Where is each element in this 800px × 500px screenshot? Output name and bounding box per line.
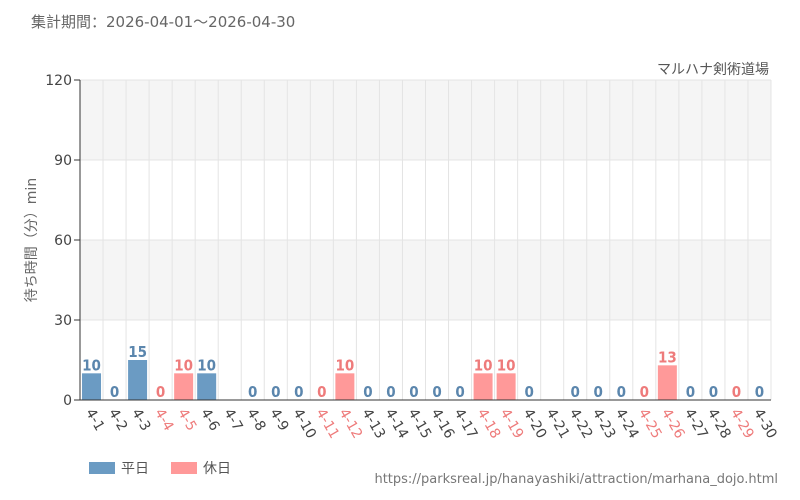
- x-tick-label: 4-16: [428, 406, 458, 442]
- value-label: 0: [709, 383, 718, 401]
- bar: [335, 373, 355, 400]
- y-axis-title: 待ち時間（分）min: [24, 178, 40, 302]
- x-tick-label: 4-24: [612, 406, 642, 442]
- legend-label-holiday: 休日: [203, 461, 231, 477]
- x-tick-label: 4-2: [105, 406, 130, 434]
- x-tick-label: 4-9: [266, 406, 291, 434]
- x-tick-label: 4-18: [474, 406, 504, 442]
- value-label: 15: [128, 343, 147, 361]
- value-label: 0: [248, 383, 257, 401]
- value-label: 0: [271, 383, 280, 401]
- value-label: 0: [686, 383, 695, 401]
- x-tick-label: 4-8: [243, 406, 268, 434]
- x-tick-label: 4-17: [451, 406, 481, 442]
- legend-item-holiday: 休日: [171, 458, 231, 478]
- x-tick-label: 4-13: [358, 406, 388, 442]
- value-label: 0: [432, 383, 441, 401]
- horizontal-gridlines: [80, 79, 771, 321]
- value-label: 0: [640, 383, 649, 401]
- x-tick-label: 4-27: [681, 406, 711, 442]
- value-label: 10: [474, 356, 493, 374]
- value-label: 10: [335, 356, 354, 374]
- legend-label-weekday: 平日: [121, 461, 149, 477]
- bar: [128, 360, 148, 400]
- value-label: 0: [110, 383, 119, 401]
- value-label: 0: [732, 383, 741, 401]
- x-tick-label: 4-22: [566, 406, 596, 442]
- x-tick-label: 4-7: [220, 406, 245, 434]
- value-label: 0: [386, 383, 395, 401]
- x-tick-label: 4-25: [635, 406, 665, 442]
- x-tick-label: 4-11: [312, 406, 342, 442]
- period-label: 集計期間：2026-04-01～2026-04-30: [31, 13, 296, 31]
- value-label: 0: [755, 383, 764, 401]
- bar: [82, 373, 102, 400]
- legend-swatch-holiday: [171, 462, 197, 474]
- value-label: 0: [617, 383, 626, 401]
- x-tick-label: 4-20: [520, 406, 550, 442]
- chart-title: マルハナ剣術道場: [657, 62, 769, 78]
- legend: 平日 休日: [89, 458, 253, 478]
- x-tick-label: 4-23: [589, 406, 619, 442]
- bar: [496, 373, 516, 400]
- x-tick-label: 4-28: [704, 406, 734, 442]
- bar: [657, 365, 677, 400]
- x-tick-label: 4-29: [727, 406, 757, 442]
- bar: [197, 373, 217, 400]
- x-tick-label: 4-4: [151, 406, 176, 434]
- x-tick-label: 4-30: [750, 406, 780, 442]
- value-label: 0: [317, 383, 326, 401]
- x-tick-label: 4-12: [335, 406, 365, 442]
- value-label: 0: [409, 383, 418, 401]
- y-axis-ticks: 0 30 60 90 120: [45, 73, 81, 409]
- x-tick-label: 4-19: [497, 406, 527, 442]
- value-label: 0: [571, 383, 580, 401]
- value-label: 10: [82, 356, 101, 374]
- x-tick-label: 4-14: [381, 406, 411, 442]
- legend-swatch-weekday: [89, 462, 115, 474]
- value-label: 13: [658, 348, 677, 366]
- value-label: 10: [497, 356, 516, 374]
- value-label: 0: [294, 383, 303, 401]
- value-label: 0: [363, 383, 372, 401]
- value-label: 0: [156, 383, 165, 401]
- y-tick-label: 0: [63, 393, 72, 409]
- x-tick-label: 4-21: [543, 406, 573, 442]
- x-tick-label: 4-1: [82, 406, 107, 434]
- x-tick-label: 4-15: [405, 406, 435, 442]
- value-label: 10: [174, 356, 193, 374]
- x-axis-labels: 4-14-24-34-44-54-64-74-84-94-104-114-124…: [82, 406, 780, 442]
- x-tick-label: 4-26: [658, 406, 688, 442]
- value-label: 0: [524, 383, 533, 401]
- x-tick-label: 4-10: [289, 406, 319, 442]
- value-label: 0: [594, 383, 603, 401]
- y-tick-label: 30: [54, 313, 72, 329]
- bar: [174, 373, 194, 400]
- value-label: 10: [197, 356, 216, 374]
- bars: [82, 360, 677, 400]
- source-url: https://parksreal.jp/hanayashiki/attract…: [374, 472, 778, 487]
- value-label: 0: [455, 383, 464, 401]
- bar: [473, 373, 493, 400]
- legend-item-weekday: 平日: [89, 458, 149, 478]
- y-tick-label: 120: [45, 73, 72, 89]
- x-tick-label: 4-3: [128, 406, 153, 434]
- y-tick-label: 90: [54, 153, 72, 169]
- y-tick-label: 60: [54, 233, 72, 249]
- x-tick-label: 4-5: [174, 406, 199, 434]
- x-tick-label: 4-6: [197, 406, 222, 434]
